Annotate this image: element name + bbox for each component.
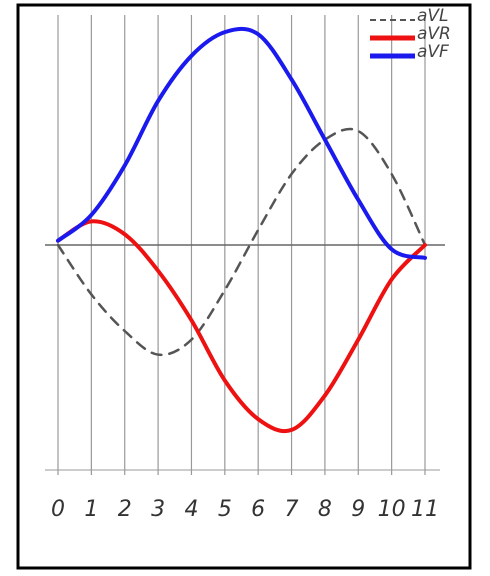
series-line xyxy=(56,26,427,260)
legend-label: aVL xyxy=(417,6,449,26)
x-tick-label: 10 xyxy=(378,497,406,522)
x-tick-label: 9 xyxy=(351,497,365,522)
x-tick-label: 5 xyxy=(218,497,232,522)
series-line xyxy=(56,127,427,357)
series-line xyxy=(56,219,427,434)
x-tick-label: 7 xyxy=(285,497,299,522)
x-tick-label: 3 xyxy=(151,497,165,522)
legend-label: aVF xyxy=(417,42,449,62)
frame xyxy=(16,3,472,570)
x-tick-label: 1 xyxy=(84,497,98,522)
legend-label: aVR xyxy=(417,24,451,44)
x-tick-label: 4 xyxy=(184,497,198,522)
x-tick-label: 6 xyxy=(251,497,265,522)
x-tick-label: 8 xyxy=(318,497,332,522)
x-tick-label: 11 xyxy=(411,497,439,522)
x-tick-label: 0 xyxy=(51,497,65,522)
x-tick-label: 2 xyxy=(118,497,132,522)
